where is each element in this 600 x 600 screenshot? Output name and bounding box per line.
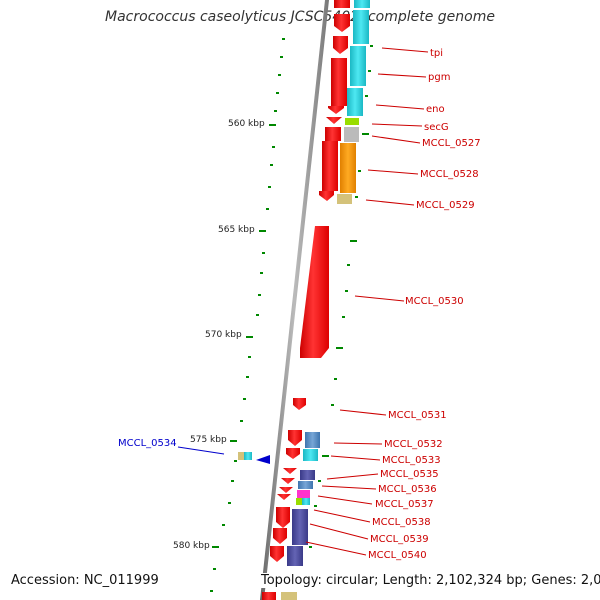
gene-label-tpi[interactable]: tpi <box>430 48 443 59</box>
cog-lane <box>281 0 370 600</box>
gene-label-mccl-0534[interactable]: MCCL_0534 <box>118 438 177 449</box>
gene-label-mccl-0537[interactable]: MCCL_0537 <box>375 499 434 510</box>
map-title: Macrococcus caseolyticus JCSC5402, compl… <box>105 9 495 25</box>
gene-mccl-0534[interactable] <box>238 452 270 464</box>
gene-label-mccl-0530[interactable]: MCCL_0530 <box>405 296 464 307</box>
forward-genes[interactable] <box>262 0 350 600</box>
gene-label-mccl-0531[interactable]: MCCL_0531 <box>388 410 447 421</box>
accession-text: Accession: NC_011999 <box>9 573 161 588</box>
gene-label-mccl-0540[interactable]: MCCL_0540 <box>368 550 427 561</box>
outer-ruler <box>309 45 373 548</box>
gene-label-mccl-0527[interactable]: MCCL_0527 <box>422 138 481 149</box>
gene-label-mccl-0535[interactable]: MCCL_0535 <box>380 469 439 480</box>
scale-label-570: 570 kbp <box>205 330 242 340</box>
leader-lines <box>305 47 429 556</box>
gene-label-secg[interactable]: secG <box>424 122 449 133</box>
scale-label-565: 565 kbp <box>218 225 255 235</box>
gene-label-mccl-0536[interactable]: MCCL_0536 <box>378 484 437 495</box>
genome-backbone <box>260 0 329 600</box>
leader-line-mccl-0534 <box>177 446 225 455</box>
gene-label-mccl-0528[interactable]: MCCL_0528 <box>420 169 479 180</box>
scale-label-560: 560 kbp <box>228 119 265 129</box>
topology-text: Topology: circular; Length: 2,102,324 bp… <box>259 573 600 588</box>
scale-ruler <box>210 38 285 592</box>
scale-label-580: 580 kbp <box>173 541 210 551</box>
gene-label-pgm[interactable]: pgm <box>428 72 450 83</box>
scale-label-575: 575 kbp <box>190 435 227 445</box>
gene-label-mccl-0529[interactable]: MCCL_0529 <box>416 200 475 211</box>
gene-label-mccl-0538[interactable]: MCCL_0538 <box>372 517 431 528</box>
gene-label-mccl-0539[interactable]: MCCL_0539 <box>370 534 429 545</box>
gene-label-mccl-0532[interactable]: MCCL_0532 <box>384 439 443 450</box>
gene-label-mccl-0533[interactable]: MCCL_0533 <box>382 455 441 466</box>
gene-label-eno[interactable]: eno <box>426 104 445 115</box>
